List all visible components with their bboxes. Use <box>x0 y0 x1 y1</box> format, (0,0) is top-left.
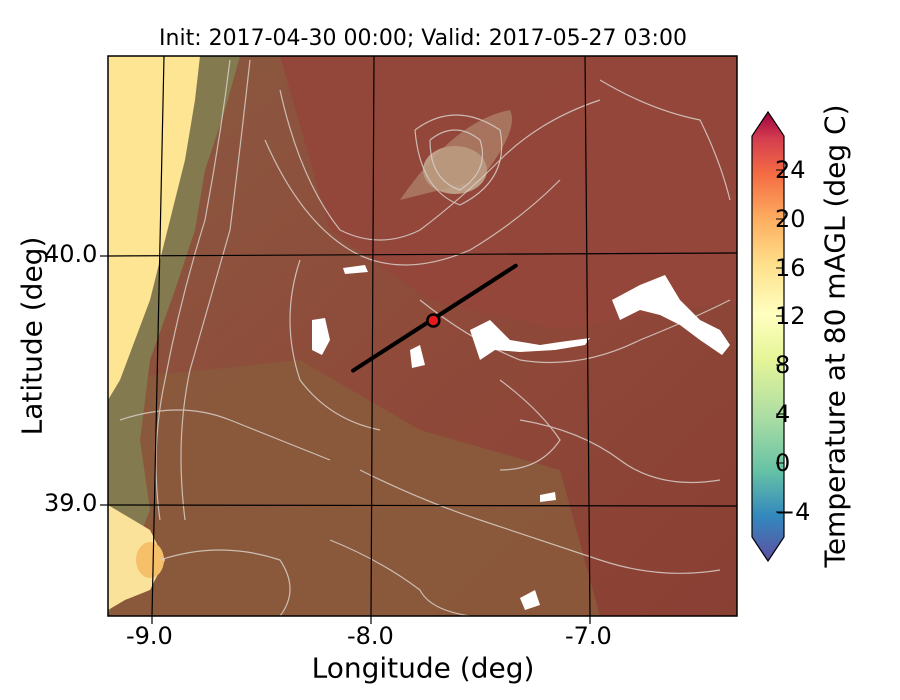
masked-regions <box>312 265 730 610</box>
colorbar-ticks <box>776 169 784 513</box>
map-frame <box>107 55 738 617</box>
y-tick-label: 40.0 <box>44 240 98 268</box>
plot-title: Init: 2017-04-30 00:00; Valid: 2017-05-2… <box>159 26 687 51</box>
x-axis-label: Longitude (deg) <box>311 651 535 685</box>
x-tick-label: -9.0 <box>126 622 173 650</box>
contour-lines <box>119 59 731 616</box>
ocean-area <box>108 56 200 400</box>
colorbar-tick-label: 24 <box>775 156 806 184</box>
colorbar-tick-label: 8 <box>775 351 791 379</box>
axis-tick-marks <box>100 255 591 624</box>
colorbar-tick-label: 16 <box>775 254 806 282</box>
colorbar-tick-label: 12 <box>775 302 806 330</box>
location-marker[interactable] <box>426 313 441 328</box>
colorbar-tick-label: 20 <box>775 205 806 233</box>
colorbar-label: Temperature at 80 mAGL (deg C) <box>818 104 852 568</box>
colorbar-gradient <box>751 110 785 563</box>
y-axis-label: Latitude (deg) <box>15 236 49 436</box>
x-tick-label: -8.0 <box>347 622 394 650</box>
colorbar <box>751 110 785 563</box>
map-area <box>108 56 737 616</box>
colorbar-tick-label: −4 <box>775 498 811 526</box>
warm-spot <box>136 542 164 578</box>
grid-lines <box>108 56 737 616</box>
warm-region <box>280 56 737 330</box>
cool-region <box>108 360 600 616</box>
y-tick-label: 39.0 <box>44 489 98 517</box>
colorbar-tick-label: 0 <box>775 449 791 477</box>
colorbar-tick-label: 4 <box>775 400 791 428</box>
x-tick-label: -7.0 <box>565 622 612 650</box>
